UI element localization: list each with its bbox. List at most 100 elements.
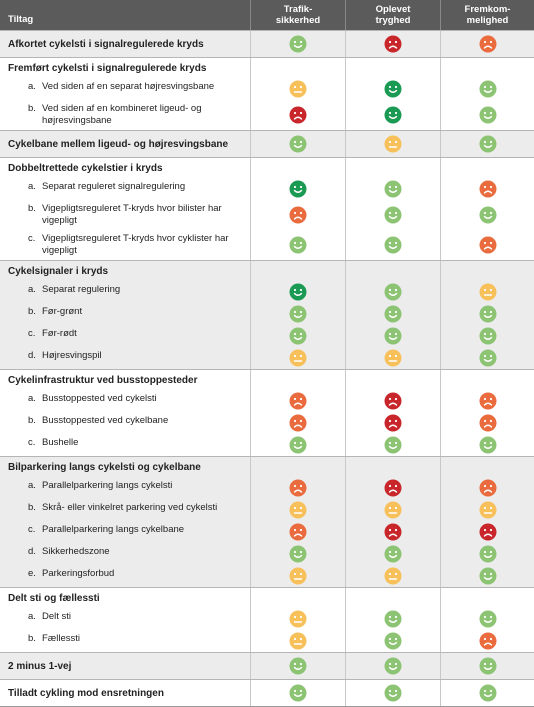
rating-cell [250, 565, 345, 587]
smiley-mouth [388, 245, 398, 249]
smiley-eye [489, 484, 492, 488]
rating-cell [345, 521, 440, 543]
smiley-eye [299, 572, 303, 576]
smiley-eye [388, 689, 392, 693]
smiley [479, 684, 496, 702]
smiley-mouth [388, 693, 398, 697]
smiley [289, 414, 307, 432]
rating-cell [345, 434, 440, 456]
item-row: d. Højresvingspil [0, 347, 534, 369]
smiley-eye [299, 211, 303, 215]
empty-cell [440, 58, 534, 78]
rating-cell [250, 412, 345, 434]
smiley [479, 632, 496, 650]
smiley-eye [489, 419, 492, 423]
rating-cell [250, 521, 345, 543]
empty-cell [440, 261, 534, 281]
item-marker: a. [28, 480, 36, 491]
smiley-eye [394, 40, 398, 44]
smiley-eye [293, 140, 297, 144]
smiley-eye [483, 528, 486, 532]
smiley-mouth [388, 292, 398, 296]
smiley-eye [394, 85, 398, 89]
smiley-eye [299, 397, 303, 401]
group-row: Cykelbane mellem ligeud- og højresvingsb… [0, 130, 534, 157]
smiley-face [384, 436, 402, 454]
smiley-eye [489, 506, 492, 510]
rating-cell [440, 477, 534, 499]
item-row: c. Før-rødt [0, 325, 534, 347]
rating-cell [250, 347, 345, 369]
rating-cell [345, 630, 440, 652]
item-cell: a. Delt sti [0, 608, 250, 630]
smiley-eye [483, 662, 486, 666]
header-text: Fremkom- [464, 4, 511, 15]
smiley-eye [394, 662, 398, 666]
rating-cell [345, 653, 440, 679]
smiley-mouth [483, 246, 492, 250]
item-cell: b. Busstoppested ved cykelbane [0, 412, 250, 434]
smiley-eye [394, 310, 398, 314]
item-cell: e. Parkeringsforbud [0, 565, 250, 587]
smiley-eye [394, 288, 398, 292]
smiley-eye [293, 506, 297, 510]
smiley-eye [293, 40, 297, 44]
smiley [289, 35, 307, 53]
smiley [289, 392, 307, 410]
smiley-eye [388, 506, 392, 510]
smiley-face [289, 180, 307, 198]
smiley-eye [299, 441, 303, 445]
smiley-face [289, 327, 307, 345]
smiley-eye [483, 40, 486, 44]
smiley-eye [483, 111, 486, 115]
smiley [479, 567, 496, 585]
smiley-eye [299, 354, 303, 358]
smiley-eye [293, 484, 297, 488]
smiley-face [289, 501, 307, 519]
smiley [479, 35, 496, 53]
group-cell: Cykelinfrastruktur ved busstoppesteder [0, 370, 250, 390]
smiley-face [384, 80, 402, 98]
smiley [384, 610, 402, 628]
smiley-eye [293, 111, 297, 115]
smiley [384, 657, 402, 675]
empty-cell [345, 158, 440, 178]
empty-cell [250, 58, 345, 78]
smiley [384, 392, 402, 410]
item-row: a. Separat regulering [0, 281, 534, 303]
header-text: tryghed [375, 15, 411, 26]
rating-cell [345, 390, 440, 412]
smiley-mouth [388, 45, 398, 49]
smiley [479, 501, 496, 519]
group-cell: Tilladt cykling mod ensretningen [0, 680, 250, 706]
smiley-mouth [388, 336, 398, 340]
smiley-eye [394, 111, 398, 115]
item-row: a. Delt sti [0, 608, 534, 630]
smiley-mouth [293, 314, 303, 318]
item-label: Ved siden af en kombineret ligeud- og hø… [42, 103, 202, 126]
smiley-face [479, 523, 496, 541]
empty-cell [440, 370, 534, 390]
smiley [289, 180, 307, 198]
item-cell: c. Bushelle [0, 434, 250, 456]
smiley-face [384, 684, 402, 702]
smiley-eye [388, 528, 392, 532]
group-row: Afkortet cykelsti i signalregulerede kry… [0, 30, 534, 57]
smiley-mouth [388, 89, 398, 93]
item-label: Fællessti [42, 633, 81, 644]
smiley-face [479, 236, 496, 254]
item-row: a. Parallelparkering langs cykelsti [0, 477, 534, 499]
smiley [384, 305, 402, 323]
rating-cell [345, 131, 440, 157]
smiley-mouth [388, 619, 398, 623]
item-marker: a. [28, 181, 36, 192]
rating-cell [345, 680, 440, 706]
empty-cell [440, 588, 534, 608]
smiley [384, 523, 402, 541]
smiley [479, 479, 496, 497]
smiley-eye [489, 288, 492, 292]
item-row: c. Parallelparkering langs cykelbane [0, 521, 534, 543]
smiley [479, 135, 496, 153]
rating-cell [440, 499, 534, 521]
group-cell: 2 minus 1-vej [0, 653, 250, 679]
